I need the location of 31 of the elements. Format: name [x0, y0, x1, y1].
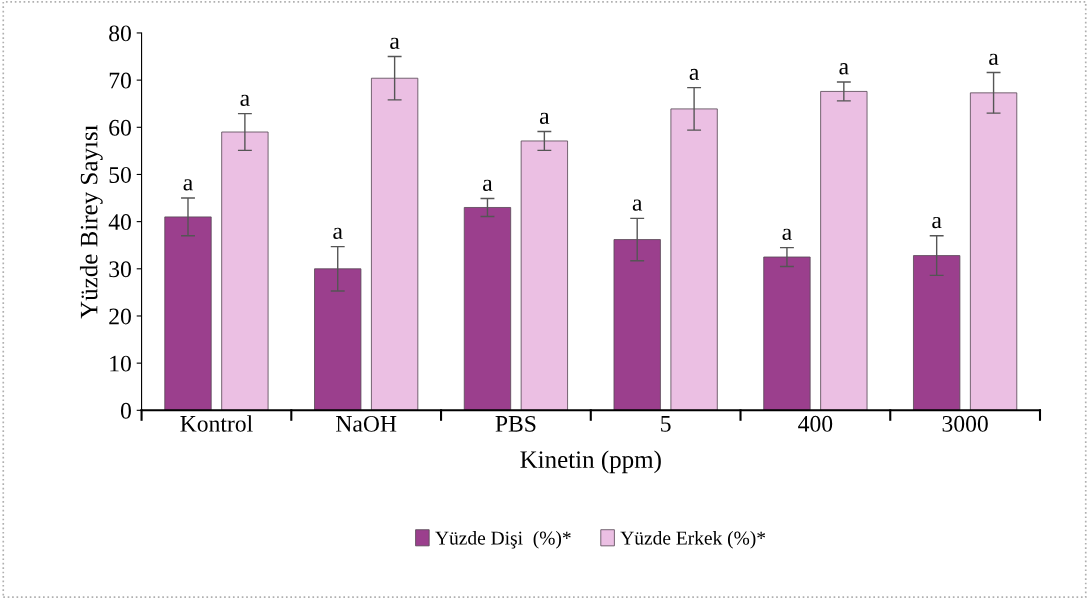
data-label: a [782, 228, 792, 240]
data-label: a [333, 227, 343, 240]
y-tick-label: 60 [109, 119, 131, 136]
y-axis-title: Yüzde Birey Sayısı [79, 124, 103, 319]
x-tick-label: 3000 [942, 415, 988, 432]
legend-label: Yüzde Dişi (%)* [435, 530, 571, 549]
data-label: a [390, 37, 400, 49]
y-tick-label: 10 [110, 355, 131, 372]
y-tick-label: 50 [109, 166, 131, 183]
data-label: a [632, 199, 643, 211]
data-label: a [240, 94, 250, 107]
x-axis-title: Kinetin (ppm) [520, 450, 661, 474]
y-tick-label: 30 [109, 261, 131, 278]
x-tick-label: 400 [798, 415, 833, 432]
y-tick-label: 0 [120, 402, 131, 419]
x-tick-label: Kontrol [180, 415, 253, 432]
data-label: a [989, 53, 999, 65]
data-label: a [539, 112, 550, 124]
y-tick-label: 20 [109, 308, 131, 325]
data-label: a [839, 63, 849, 75]
data-label: a [483, 179, 493, 191]
data-label: a [932, 216, 942, 229]
x-tick-label: PBS [495, 415, 536, 432]
x-tick-label: NaOH [336, 415, 397, 432]
y-tick-label: 40 [108, 214, 131, 231]
legend-label: Yüzde Erkek (%)* [620, 530, 766, 549]
y-tick-label: 80 [109, 25, 131, 42]
x-tick-label: 5 [661, 416, 671, 432]
y-tick-label: 70 [109, 72, 131, 89]
data-label: a [689, 68, 700, 81]
data-label: a [183, 179, 193, 191]
